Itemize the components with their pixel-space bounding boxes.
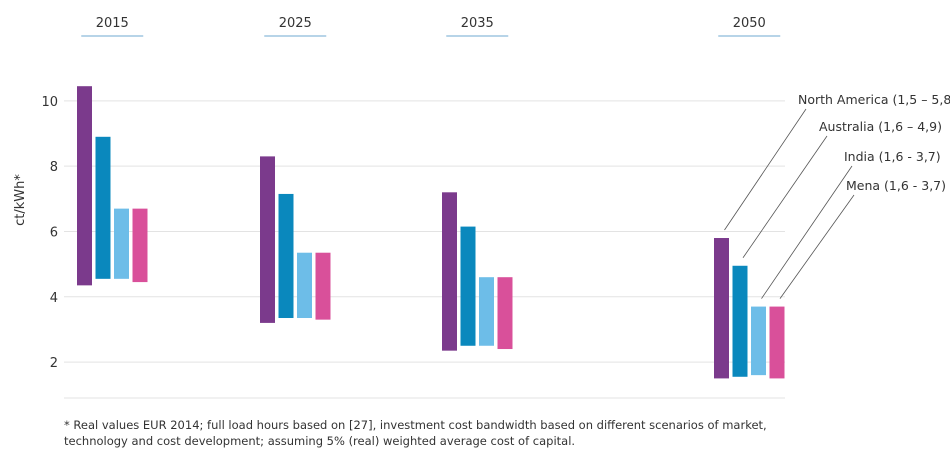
annotation-mena: Mena (1,6 - 3,7)	[846, 178, 946, 193]
y-tick-label: 2	[50, 356, 58, 371]
bar-india-2025	[297, 252, 312, 319]
bar-australia-2025	[278, 193, 294, 319]
bar-north-america-2035	[442, 192, 457, 351]
bar-north-america-2025	[260, 156, 275, 323]
bar-australia-2050	[732, 265, 748, 377]
bar-india-2050	[751, 306, 766, 376]
bar-mena-2050	[769, 306, 785, 379]
bar-north-america-2050	[714, 238, 729, 379]
bar-india-2035	[479, 277, 494, 346]
bar-india-2015	[114, 208, 129, 279]
bar-mena-2015	[132, 208, 148, 283]
bar-mena-2035	[497, 277, 513, 350]
annotation-australia: Australia (1,6 – 4,9)	[819, 119, 942, 134]
bar-north-america-2015	[77, 86, 92, 286]
category-label-2015: 2015	[96, 16, 129, 31]
y-tick-label: 10	[41, 95, 58, 110]
category-label-2050: 2050	[733, 16, 766, 31]
annotation-leader-line	[742, 135, 828, 258]
y-axis-label: ct/kWh*	[13, 174, 28, 226]
bar-australia-2035	[460, 226, 476, 346]
y-tick-label: 6	[50, 225, 58, 240]
annotation-leader-line	[779, 194, 855, 299]
category-label-2025: 2025	[279, 16, 312, 31]
annotation-leader-line	[761, 165, 853, 299]
annotation-north-america: North America (1,5 – 5,8)	[798, 92, 950, 107]
annotation-leader-line	[724, 108, 807, 231]
annotation-india: India (1,6 - 3,7)	[844, 149, 941, 164]
y-tick-label: 8	[50, 160, 58, 175]
y-tick-label: 4	[50, 291, 58, 306]
bar-mena-2025	[315, 252, 331, 320]
category-label-2035: 2035	[461, 16, 494, 31]
bar-australia-2015	[95, 136, 111, 279]
footnote: * Real values EUR 2014; full load hours …	[64, 418, 767, 448]
